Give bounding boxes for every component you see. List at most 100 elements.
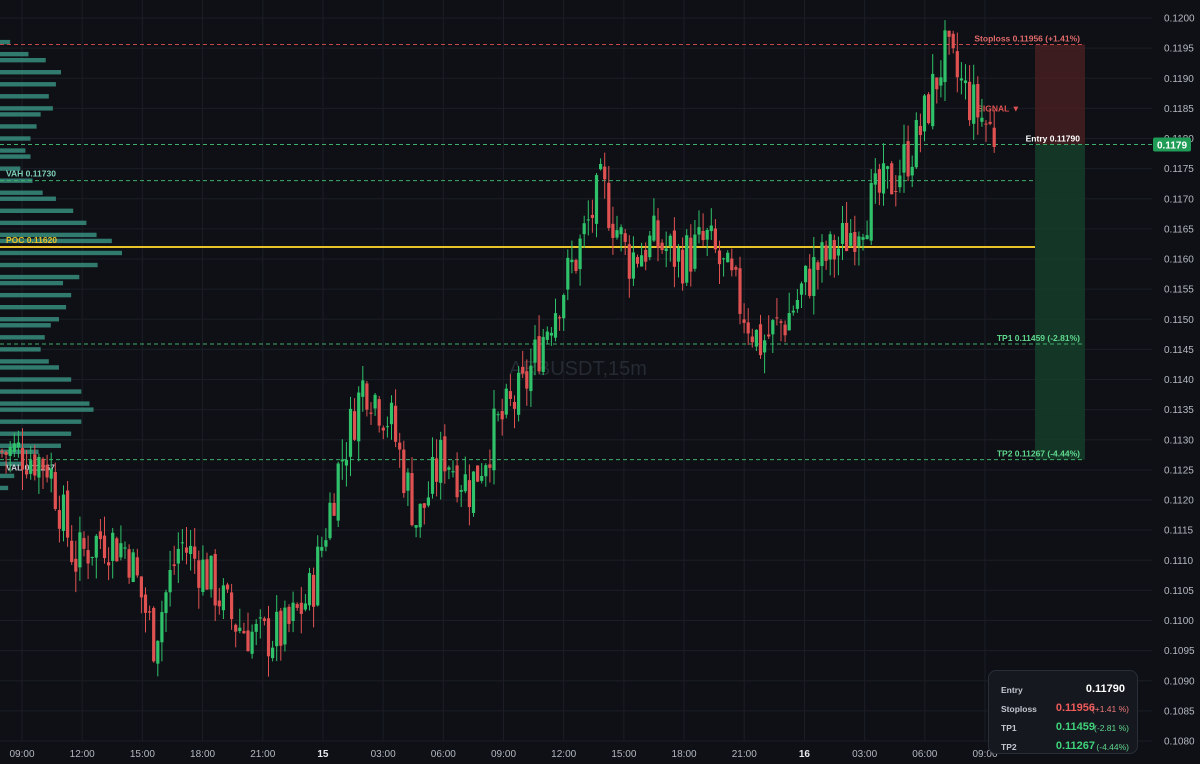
candle-body <box>74 558 78 572</box>
profile-bar <box>0 196 56 201</box>
candle-body <box>176 548 180 564</box>
candle-body <box>853 232 857 252</box>
candle-body <box>840 222 845 244</box>
y-tick-label: 0.1085 <box>1164 706 1195 717</box>
candle-body <box>443 436 447 472</box>
candle-body <box>512 401 517 409</box>
y-tick-label: 0.1110 <box>1164 556 1194 567</box>
candle-body <box>414 525 418 528</box>
info-row-entry: Entry 0.11790 <box>989 681 1137 699</box>
poc-label: POC 0.11620 <box>6 235 57 245</box>
candle-body <box>656 220 660 248</box>
y-tick-label: 0.1160 <box>1164 255 1194 266</box>
profile-bar <box>0 377 72 382</box>
candle-body <box>369 412 373 414</box>
profile-bar <box>0 359 49 364</box>
x-tick-label: 15:00 <box>130 749 155 760</box>
candle-body <box>353 411 357 440</box>
candle-body <box>738 268 742 314</box>
candle-body <box>914 120 918 168</box>
candle-body <box>160 612 164 643</box>
candle-body <box>467 480 471 508</box>
candle-body <box>845 222 849 251</box>
info-row-tp1: TP1 0.11459 (-2.81 %) <box>989 719 1137 737</box>
candle-body <box>242 631 246 634</box>
candle-body <box>266 618 271 657</box>
candle-body <box>385 426 389 428</box>
info-tp1-label: TP1 <box>1001 723 1017 733</box>
profile-bar <box>0 70 61 75</box>
candle-body <box>685 235 689 283</box>
y-tick-label: 0.1095 <box>1164 646 1195 657</box>
profile-bar <box>0 124 37 129</box>
candle-body <box>779 321 783 323</box>
candle-body <box>525 371 529 389</box>
x-tick-label: 06:00 <box>431 749 456 760</box>
candle-body <box>246 630 250 652</box>
entry-label: Entry 0.11790 <box>1026 134 1081 144</box>
candle-body <box>381 427 385 431</box>
profile-bar <box>0 389 82 394</box>
candle-body <box>795 300 799 309</box>
profile-bar <box>0 154 31 159</box>
candle-body <box>910 166 914 176</box>
candle-body <box>935 77 939 90</box>
candle-body <box>213 553 217 606</box>
candle-body <box>865 235 869 240</box>
candle-body <box>627 244 631 279</box>
y-tick-label: 0.1150 <box>1164 315 1194 326</box>
candle-body <box>340 459 344 462</box>
stoploss-zone <box>1035 44 1085 145</box>
profile-bar <box>0 280 64 286</box>
profile-bar <box>0 250 122 256</box>
candle-body <box>492 408 496 471</box>
candle-body <box>287 606 291 624</box>
candle-body <box>451 471 455 473</box>
x-tick-label: 03:00 <box>371 749 396 760</box>
profile-bar <box>0 274 80 280</box>
trade-info-panel: Entry 0.11790 Stoploss 0.11956 (+1.41 %)… <box>988 670 1138 754</box>
candle-body <box>808 268 812 296</box>
profile-bar <box>0 443 61 448</box>
candle-body <box>394 405 398 442</box>
volume-profile <box>0 39 122 491</box>
candle-body <box>348 408 353 457</box>
candle-body <box>951 33 955 49</box>
y-tick-label: 0.1195 <box>1164 44 1194 55</box>
candle-body <box>652 215 656 241</box>
candle-body <box>758 324 763 356</box>
candle-body <box>726 252 730 263</box>
candle-body <box>816 262 820 270</box>
candle-body <box>894 190 898 192</box>
info-stoploss-label: Stoploss <box>1001 704 1037 714</box>
candle-body <box>328 502 332 539</box>
candle-body <box>562 295 566 319</box>
candle-body <box>623 233 627 242</box>
candle-body <box>824 245 828 261</box>
candle-body <box>41 458 45 470</box>
candle-body <box>660 242 664 251</box>
candle-body <box>275 611 279 647</box>
candle-body <box>53 472 57 510</box>
candle-body <box>607 182 611 228</box>
profile-bar <box>0 323 51 328</box>
profile-bar <box>0 262 98 268</box>
info-row-stoploss: Stoploss 0.11956 (+1.41 %) <box>989 700 1137 718</box>
candle-body <box>258 617 262 619</box>
candle-body <box>480 475 484 481</box>
candle-body <box>570 259 574 263</box>
candle-body <box>603 166 607 180</box>
candle-body <box>484 465 488 477</box>
candle-body <box>156 640 160 664</box>
candle-body <box>939 77 943 86</box>
candle-body <box>767 334 771 337</box>
candle-body <box>336 463 340 521</box>
candle-body <box>361 380 365 397</box>
profile-bar <box>0 238 112 244</box>
y-tick-label: 0.1090 <box>1164 676 1195 687</box>
candle-body <box>783 324 787 336</box>
candle-body <box>37 456 41 478</box>
candle-body <box>398 442 402 450</box>
candle-body <box>66 490 70 538</box>
